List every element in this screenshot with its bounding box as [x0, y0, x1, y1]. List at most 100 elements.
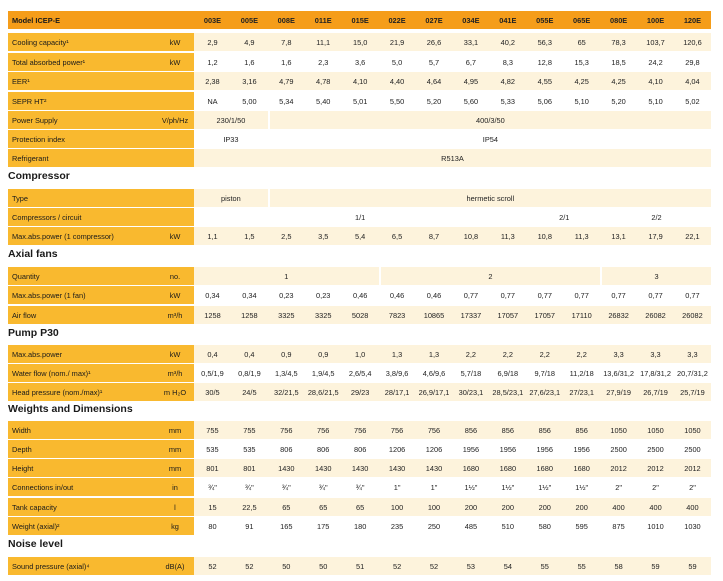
section-title: Compressor [8, 170, 70, 182]
table-row: Type piston hermetic scroll [8, 189, 714, 207]
table-cell: ¾" [267, 478, 305, 496]
table-cell: 856 [489, 421, 527, 439]
table-cell: 1956 [452, 440, 490, 458]
row-label: Max.abs.power (1 compressor) [8, 227, 156, 245]
table-row: Max.abs.power kW 0,4 0,4 0,9 0,9 1,0 1,3 1,3 2,2 2… [8, 345, 714, 363]
table-cell: ¾" [230, 478, 268, 496]
table-cell: 17,8/31,2 [637, 364, 674, 382]
table-cell: 1430 [341, 459, 379, 477]
spanned-cell: 2 [378, 267, 601, 285]
table-cell: 9,7/18 [526, 364, 564, 382]
table-cell: 5,4 [341, 227, 379, 245]
table-cell: 0,4 [230, 345, 268, 363]
table-cell: 29,8 [673, 53, 711, 71]
table-cell: 2,2 [452, 345, 490, 363]
table-cell: 0,23 [304, 286, 342, 304]
model-column-header: 011E [304, 11, 342, 29]
table-cell: 0,46 [378, 286, 416, 304]
table-cell: 52 [194, 557, 231, 575]
row-unit [156, 189, 194, 207]
model-column-header: 120E [673, 11, 711, 29]
table-cell: 1206 [415, 440, 453, 458]
table-cell: 0,9 [304, 345, 342, 363]
table-cell: 235 [378, 517, 416, 535]
table-cell: 2,2 [526, 345, 564, 363]
table-cell: 50 [267, 557, 305, 575]
table-cell: 5,33 [489, 92, 527, 110]
table-cell: 1956 [563, 440, 601, 458]
spanned-cell: 1 [194, 267, 379, 285]
row-unit: kW [156, 286, 194, 304]
table-cell: 755 [194, 421, 231, 439]
table-cell: NA [194, 92, 231, 110]
table-cell: 40,2 [489, 33, 527, 51]
table-cell: 5,10 [563, 92, 601, 110]
table-cell: 0,77 [673, 286, 711, 304]
table-cell: 1050 [673, 421, 711, 439]
table-cell: 3,6 [341, 53, 379, 71]
table-cell: 200 [563, 498, 601, 516]
table-cell: 2" [637, 478, 674, 496]
table-cell: 5,00 [230, 92, 268, 110]
table-cell: 595 [563, 517, 601, 535]
table-cell: 3,3 [637, 345, 674, 363]
table-cell: 25,7/19 [673, 383, 711, 401]
table-cell: ¾" [194, 478, 231, 496]
table-cell: 1430 [415, 459, 453, 477]
table-cell: 26832 [600, 306, 638, 324]
table-cell: 1½" [452, 478, 490, 496]
row-label: Connections in/out [8, 478, 156, 496]
table-cell: 875 [600, 517, 638, 535]
table-row: Compressors / circuit 1/1 2/1 2/2 [8, 208, 714, 226]
row-unit: mm [156, 440, 194, 458]
table-cell: 400 [637, 498, 674, 516]
table-cell: 5,7 [415, 53, 453, 71]
spanned-cell: 2/1 [526, 208, 601, 226]
table-cell: 4,64 [415, 72, 453, 90]
table-cell: 28,5/23,1 [489, 383, 527, 401]
table-cell: 5,06 [526, 92, 564, 110]
table-cell: 4,25 [600, 72, 638, 90]
table-cell: 3,16 [230, 72, 268, 90]
table-cell: 15,0 [341, 33, 379, 51]
table-cell: 2500 [673, 440, 711, 458]
row-unit: V/ph/Hz [156, 111, 194, 129]
table-cell: 2012 [637, 459, 674, 477]
table-cell: 26,6 [415, 33, 453, 51]
table-cell: 1,6 [267, 53, 305, 71]
table-cell: 15 [194, 498, 231, 516]
table-cell: 1,0 [341, 345, 379, 363]
model-column-header: 022E [378, 11, 416, 29]
row-label: SEPR HT² [8, 92, 156, 110]
table-cell: 4,82 [489, 72, 527, 90]
table-cell: 0,4 [194, 345, 231, 363]
table-cell: 1430 [267, 459, 305, 477]
table-cell: 65 [341, 498, 379, 516]
model-column-header: 065E [563, 11, 601, 29]
table-cell: 1,3 [415, 345, 453, 363]
table-cell: 180 [341, 517, 379, 535]
row-unit: in [156, 478, 194, 496]
table-cell: 1956 [489, 440, 527, 458]
table-row: EER¹ 2,38 3,16 4,79 4,78 4,10 4,40 4,64 4,95 4,82… [8, 72, 714, 90]
spanned-cell: R513A [194, 149, 711, 167]
row-label: Sound pressure (axial)⁴ [8, 557, 156, 575]
table-cell: 30/23,1 [452, 383, 490, 401]
table-cell: 52 [230, 557, 268, 575]
table-cell: 5,20 [600, 92, 638, 110]
table-cell: 0,5/1,9 [194, 364, 231, 382]
table-cell: 91 [230, 517, 268, 535]
table-cell: 1010 [637, 517, 674, 535]
spanned-cell: 400/3/50 [267, 111, 711, 129]
table-cell: 756 [415, 421, 453, 439]
table-cell: 1½" [563, 478, 601, 496]
spanned-cell: 2/2 [600, 208, 711, 226]
table-cell: 21,9 [378, 33, 416, 51]
header-label: Model ICEP-E [8, 11, 156, 29]
row-label: Depth [8, 440, 156, 458]
table-cell: 5,40 [304, 92, 342, 110]
table-cell: 58 [600, 557, 638, 575]
table-cell: 2,5 [267, 227, 305, 245]
table-cell: 1680 [526, 459, 564, 477]
